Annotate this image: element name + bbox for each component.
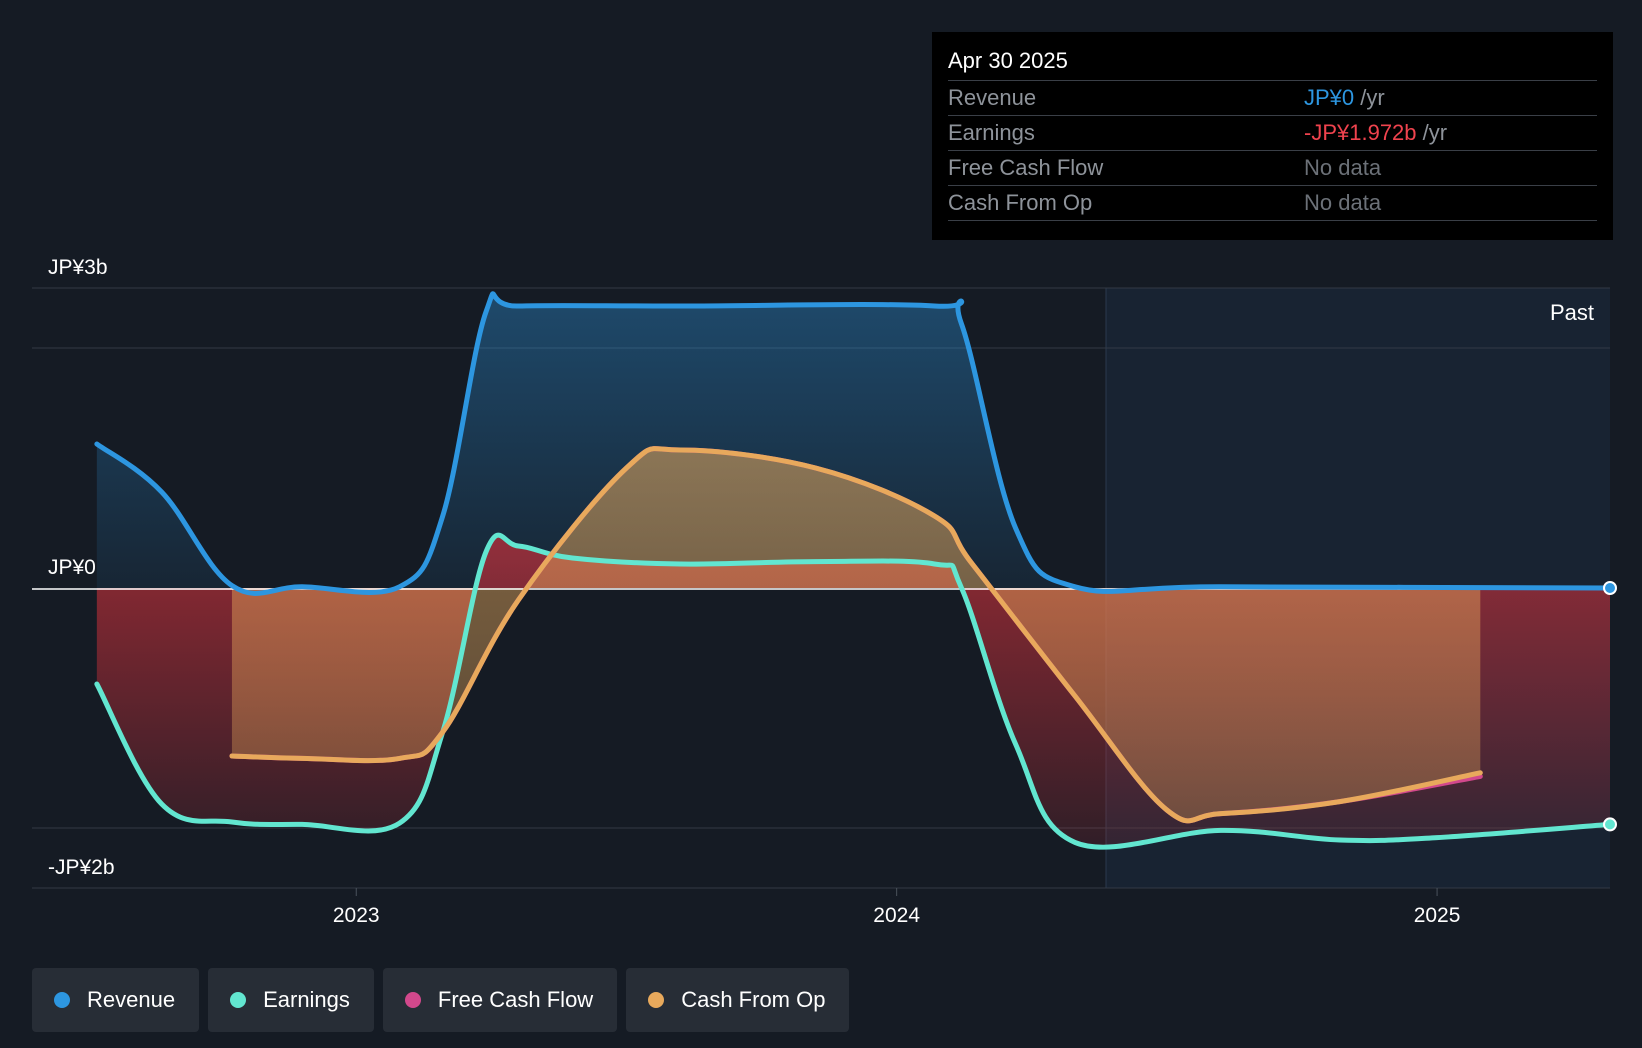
tooltip-unit: /yr [1416,120,1448,145]
tooltip-date: Apr 30 2025 [948,48,1068,73]
line-cash-from-op [229,446,1483,824]
series-lines [94,291,1617,850]
y-tick-label: -JP¥2b [48,856,115,879]
tooltip-value: No data [1304,190,1382,215]
legend-item-revenue[interactable]: Revenue [32,968,200,1032]
legend-item-earnings[interactable]: Earnings [208,968,374,1032]
tooltip-label: Earnings [948,120,1035,145]
tooltip-row-revenue: Revenue JP¥0 /yr [948,80,1597,115]
legend-label: Free Cash Flow [437,987,594,1012]
x-tick-label: 2023 [333,904,380,927]
line-revenue [94,291,1613,596]
tooltip-value: -JP¥1.972b [1304,120,1417,145]
legend-label: Cash From Op [681,987,826,1012]
tooltip-row-earnings: Earnings -JP¥1.972b /yr [948,115,1597,150]
x-tick-label: 2025 [1414,904,1461,927]
tooltip-value: No data [1304,155,1382,180]
legend-item-free-cash-flow[interactable]: Free Cash Flow [382,968,618,1032]
tooltip: Apr 30 2025 Revenue JP¥0 /yr Earnings -J… [932,32,1613,240]
axis-labels: JP¥3b JP¥0 -JP¥2b 2023 2024 2025 [48,256,1460,927]
tooltip-value: JP¥0 [1304,85,1355,110]
legend-item-cash-from-op[interactable]: Cash From Op [626,968,850,1032]
tooltip-label: Revenue [948,85,1037,110]
revenue-dot-icon [54,992,70,1008]
line-earnings [94,532,1613,850]
end-marker-earnings [1603,817,1617,832]
legend-label: Revenue [87,987,176,1012]
tooltip-unit: /yr [1354,85,1385,110]
tooltip-label: Cash From Op [948,190,1093,215]
area-cash-from-op [231,448,1481,821]
end-marker-revenue [1603,581,1617,595]
legend: Revenue Earnings Free Cash Flow Cash Fro… [32,968,850,1032]
y-tick-label: JP¥3b [48,256,108,279]
past-label: Past [1550,300,1594,325]
y-tick-label: JP¥0 [48,556,96,579]
tooltip-row-free-cash-flow: Free Cash Flow No data [948,150,1597,185]
tooltip-row-cash-from-op: Cash From Op No data [948,185,1597,221]
tooltip-label: Free Cash Flow [948,155,1104,180]
legend-label: Earnings [263,987,350,1012]
cash-from-op-dot-icon [648,992,665,1008]
x-tick-label: 2024 [873,904,920,927]
free-cash-flow-dot-icon [404,992,421,1008]
earnings-dot-icon [230,992,247,1008]
